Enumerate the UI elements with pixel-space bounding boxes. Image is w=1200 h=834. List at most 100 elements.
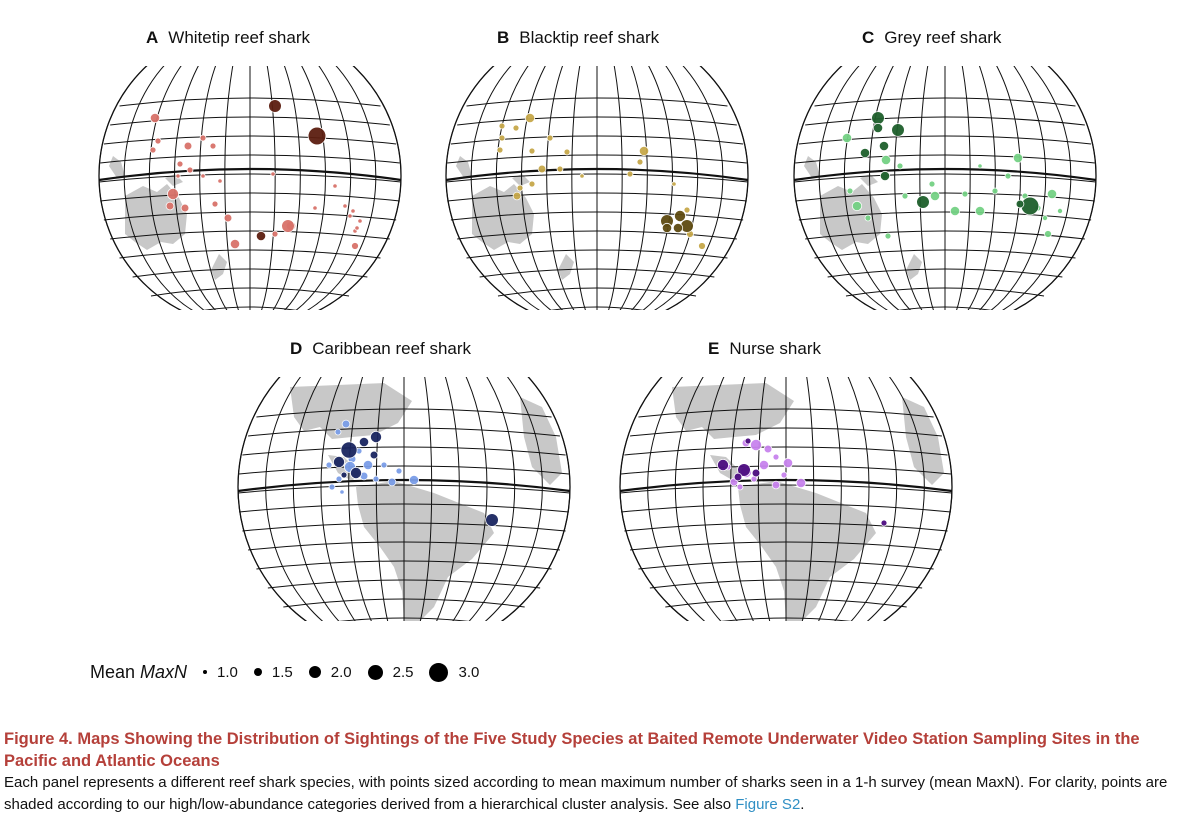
legend-label: 1.0 bbox=[217, 663, 238, 681]
north-america-landmass bbox=[672, 383, 794, 439]
sighting-point bbox=[901, 192, 909, 200]
legend-dot bbox=[429, 662, 449, 682]
sighting-point bbox=[186, 166, 194, 174]
globe-group bbox=[619, 377, 953, 621]
meridian-line bbox=[702, 377, 738, 621]
legend-item: 1.0 bbox=[203, 664, 238, 681]
sighting-point bbox=[358, 436, 370, 448]
sighting-point bbox=[880, 154, 892, 166]
meridian-line bbox=[348, 377, 372, 621]
sighting-point bbox=[736, 483, 744, 491]
caption-title: Figure 4. Maps Showing the Distribution … bbox=[4, 730, 1140, 770]
sighting-point bbox=[859, 147, 871, 159]
sighting-point bbox=[354, 225, 360, 231]
south-america-landmass bbox=[738, 481, 876, 621]
sighting-point bbox=[369, 431, 382, 444]
new-zealand-landmass bbox=[906, 254, 922, 280]
panel-species-name: Caribbean reef shark bbox=[312, 339, 472, 358]
panel-title-e: E Nurse shark bbox=[708, 339, 821, 359]
meridian-line bbox=[571, 66, 586, 310]
legend-label: 2.5 bbox=[392, 663, 414, 681]
sighting-point bbox=[362, 459, 374, 471]
sighting-point bbox=[340, 471, 348, 479]
sighting-point bbox=[1004, 172, 1012, 180]
sighting-point bbox=[229, 238, 241, 250]
sighting-point bbox=[312, 205, 318, 211]
sighting-point bbox=[751, 468, 761, 478]
sighting-point bbox=[524, 112, 536, 124]
sighting-point bbox=[991, 187, 999, 195]
panel-species-name: Nurse shark bbox=[729, 339, 821, 358]
sighting-point bbox=[749, 439, 762, 452]
meridian-line bbox=[436, 377, 460, 621]
sighting-point bbox=[408, 474, 420, 486]
meridian-line bbox=[174, 66, 216, 310]
north-america-landmass bbox=[290, 383, 412, 439]
sighting-point bbox=[949, 205, 961, 217]
caption-body: Each panel represents a different reef s… bbox=[4, 772, 1194, 816]
sighting-point bbox=[350, 467, 363, 480]
panel-title-a: A Whitetip reef shark bbox=[146, 28, 310, 48]
legend-title-prefix: Mean bbox=[90, 661, 141, 682]
meridian-line bbox=[818, 377, 842, 621]
sighting-point bbox=[149, 112, 161, 124]
figure-s2-link[interactable]: Figure S2 bbox=[735, 796, 801, 813]
sighting-point bbox=[334, 428, 342, 436]
sighting-point bbox=[154, 137, 162, 145]
sighting-point bbox=[661, 222, 673, 234]
sighting-point bbox=[916, 195, 930, 209]
new-zealand-landmass bbox=[558, 254, 574, 280]
meridian-line bbox=[979, 66, 1021, 310]
sighting-point bbox=[878, 140, 890, 152]
meridian-line bbox=[495, 66, 552, 310]
sighting-point bbox=[350, 208, 356, 214]
sighting-point bbox=[928, 180, 936, 188]
meridian-line bbox=[224, 66, 239, 310]
legend-dot bbox=[308, 666, 321, 678]
panel-title-d: D Caribbean reef shark bbox=[290, 339, 471, 359]
meridian-line bbox=[631, 66, 673, 310]
sighting-point bbox=[512, 124, 520, 132]
panel-letter: E bbox=[708, 339, 720, 358]
sighting-point bbox=[380, 461, 388, 469]
legend-item: 2.5 bbox=[367, 663, 414, 681]
sighting-point bbox=[974, 205, 986, 217]
sighting-point bbox=[698, 242, 706, 250]
sighting-point bbox=[307, 126, 327, 146]
globe-outline bbox=[237, 377, 571, 621]
meridian-line bbox=[284, 66, 326, 310]
meridian-line bbox=[730, 377, 754, 621]
legend-label: 3.0 bbox=[458, 663, 480, 681]
sighting-point bbox=[165, 201, 175, 211]
sighting-point bbox=[638, 145, 650, 157]
sighting-point bbox=[864, 214, 872, 222]
meridian-line bbox=[265, 377, 324, 621]
sighting-point bbox=[149, 146, 157, 154]
sighting-point bbox=[496, 146, 504, 154]
meridian-line bbox=[470, 66, 540, 310]
meridian-line bbox=[642, 66, 699, 310]
caption-end: . bbox=[800, 796, 805, 813]
meridian-line bbox=[654, 66, 724, 310]
panel-title-b: B Blacktip reef shark bbox=[497, 28, 659, 48]
sighting-point bbox=[340, 441, 358, 459]
sighting-point bbox=[200, 173, 206, 179]
sighting-point bbox=[737, 463, 751, 477]
sighting-point bbox=[180, 203, 190, 213]
globe-outline bbox=[793, 66, 1097, 310]
sighting-point bbox=[498, 134, 506, 142]
sighting-point bbox=[851, 200, 863, 212]
sighting-point bbox=[795, 477, 807, 489]
new-guinea-landmass bbox=[512, 174, 530, 186]
meridian-line bbox=[608, 66, 623, 310]
sighting-point bbox=[175, 173, 181, 179]
legend-item: 2.0 bbox=[308, 664, 352, 681]
sighting-point bbox=[268, 99, 282, 113]
legend-title-italic: MaxN bbox=[140, 661, 188, 682]
meridian-line bbox=[199, 66, 228, 310]
sighting-point bbox=[341, 419, 351, 429]
sighting-point bbox=[223, 213, 233, 223]
new-guinea-landmass bbox=[860, 174, 878, 186]
meridian-line bbox=[757, 377, 771, 621]
meridian-line bbox=[452, 377, 488, 621]
